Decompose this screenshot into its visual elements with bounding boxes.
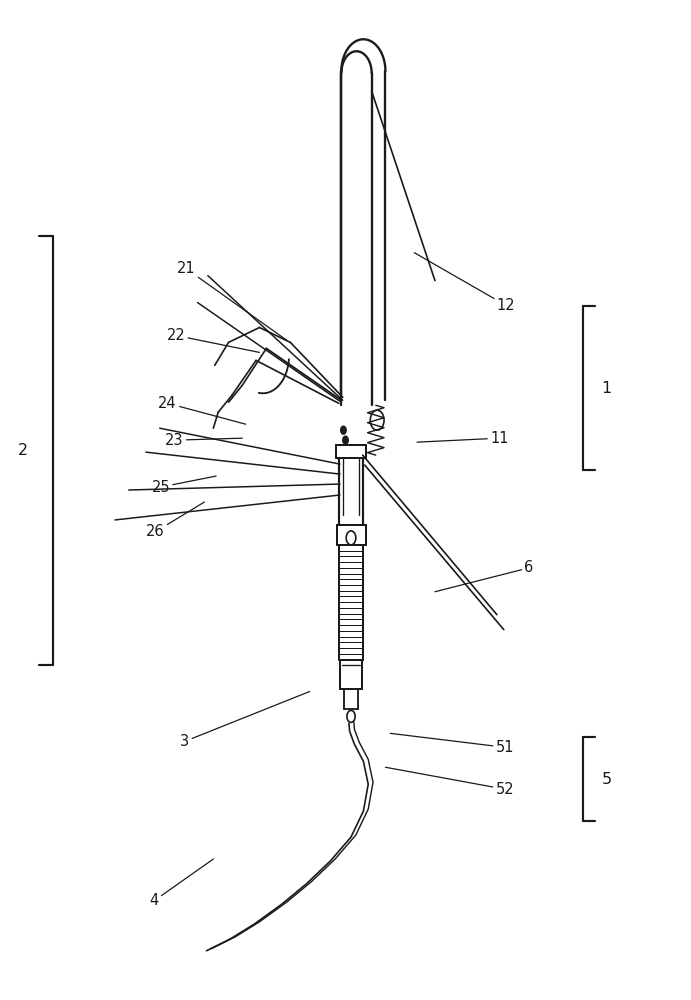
Text: 4: 4 [149, 859, 214, 908]
Text: 3: 3 [180, 691, 310, 749]
Text: 12: 12 [415, 253, 515, 313]
Text: 51: 51 [390, 733, 514, 755]
Text: 52: 52 [386, 767, 514, 797]
Text: 1: 1 [602, 381, 612, 396]
Text: 11: 11 [417, 431, 509, 446]
Circle shape [343, 436, 348, 444]
Text: 24: 24 [158, 396, 246, 424]
Text: 6: 6 [435, 560, 533, 592]
Text: 25: 25 [151, 476, 216, 495]
Text: 26: 26 [146, 502, 205, 539]
Text: 2: 2 [17, 443, 28, 458]
Text: 5: 5 [602, 772, 612, 787]
Text: 22: 22 [167, 328, 260, 352]
Text: 23: 23 [165, 433, 243, 448]
Circle shape [341, 426, 346, 434]
Text: 21: 21 [177, 261, 287, 340]
